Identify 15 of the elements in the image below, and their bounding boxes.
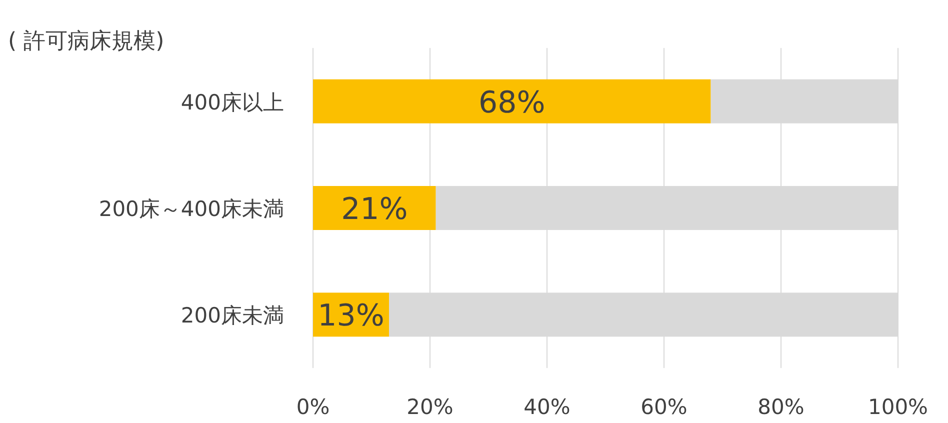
x-tick-label: 0% bbox=[296, 395, 330, 419]
data-label: 21% bbox=[341, 192, 408, 227]
y-axis-title: ( 許可病床規模) bbox=[8, 29, 164, 54]
x-tick-label: 20% bbox=[406, 395, 454, 419]
y-tick-label: 400床以上 bbox=[180, 90, 284, 114]
x-tick-label: 40% bbox=[524, 395, 570, 419]
y-tick-label: 200床～400床未満 bbox=[98, 197, 284, 221]
x-tick-label: 80% bbox=[758, 395, 804, 419]
y-tick-label: 200床未満 bbox=[180, 304, 284, 328]
x-tick-label: 100% bbox=[868, 395, 928, 419]
data-label: 13% bbox=[318, 298, 384, 334]
bar bbox=[313, 186, 436, 230]
data-label: 68% bbox=[478, 85, 546, 120]
bar bbox=[313, 79, 711, 124]
x-tick-label: 60% bbox=[640, 395, 688, 419]
